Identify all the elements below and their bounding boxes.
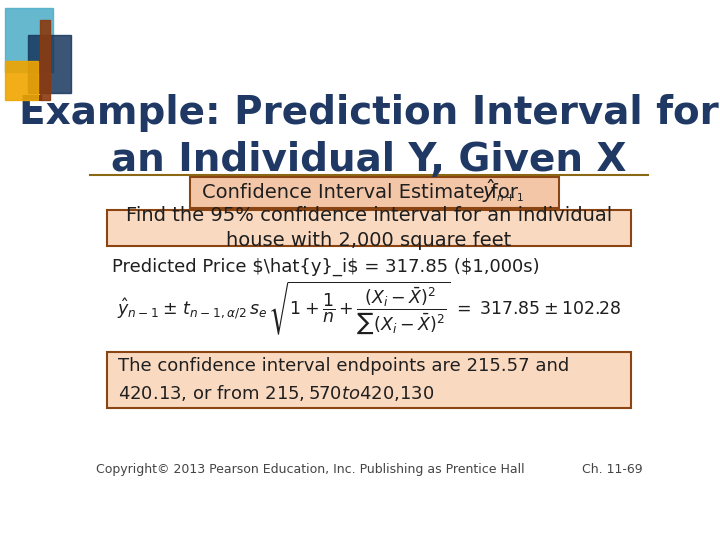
Text: Example: Prediction Interval for
an Individual Y, Given X: Example: Prediction Interval for an Indi… xyxy=(19,94,719,179)
Text: Find the 95% confidence interval for an individual
house with 2,000 square feet: Find the 95% confidence interval for an … xyxy=(126,206,612,250)
Bar xyxy=(40,20,50,100)
Text: $\hat{y}_{n-1} \pm\, t_{n-1,\alpha/2}\, s_e\,\sqrt{1 + \dfrac{1}{n} + \dfrac{(X_: $\hat{y}_{n-1} \pm\, t_{n-1,\alpha/2}\, … xyxy=(117,279,621,337)
FancyBboxPatch shape xyxy=(107,211,631,246)
Text: Ch. 11-69: Ch. 11-69 xyxy=(582,463,642,476)
Text: $\hat{y}$: $\hat{y}$ xyxy=(482,177,497,205)
Text: Copyright© 2013 Pearson Education, Inc. Publishing as Prentice Hall: Copyright© 2013 Pearson Education, Inc. … xyxy=(96,463,524,476)
Bar xyxy=(5,61,38,100)
Bar xyxy=(5,9,53,72)
Text: Confidence Interval Estimate for: Confidence Interval Estimate for xyxy=(202,183,524,202)
FancyBboxPatch shape xyxy=(190,177,559,208)
Text: $_{n+1}$: $_{n+1}$ xyxy=(496,190,524,204)
Text: Predicted Price $\hat{y}_i$ = 317.85 ($1,000s): Predicted Price $\hat{y}_i$ = 317.85 ($1… xyxy=(112,258,540,275)
Bar xyxy=(28,35,71,93)
FancyBboxPatch shape xyxy=(107,352,631,408)
Text: The confidence interval endpoints are 215.57 and
420.13, or from $215,570 to $42: The confidence interval endpoints are 21… xyxy=(118,357,569,403)
